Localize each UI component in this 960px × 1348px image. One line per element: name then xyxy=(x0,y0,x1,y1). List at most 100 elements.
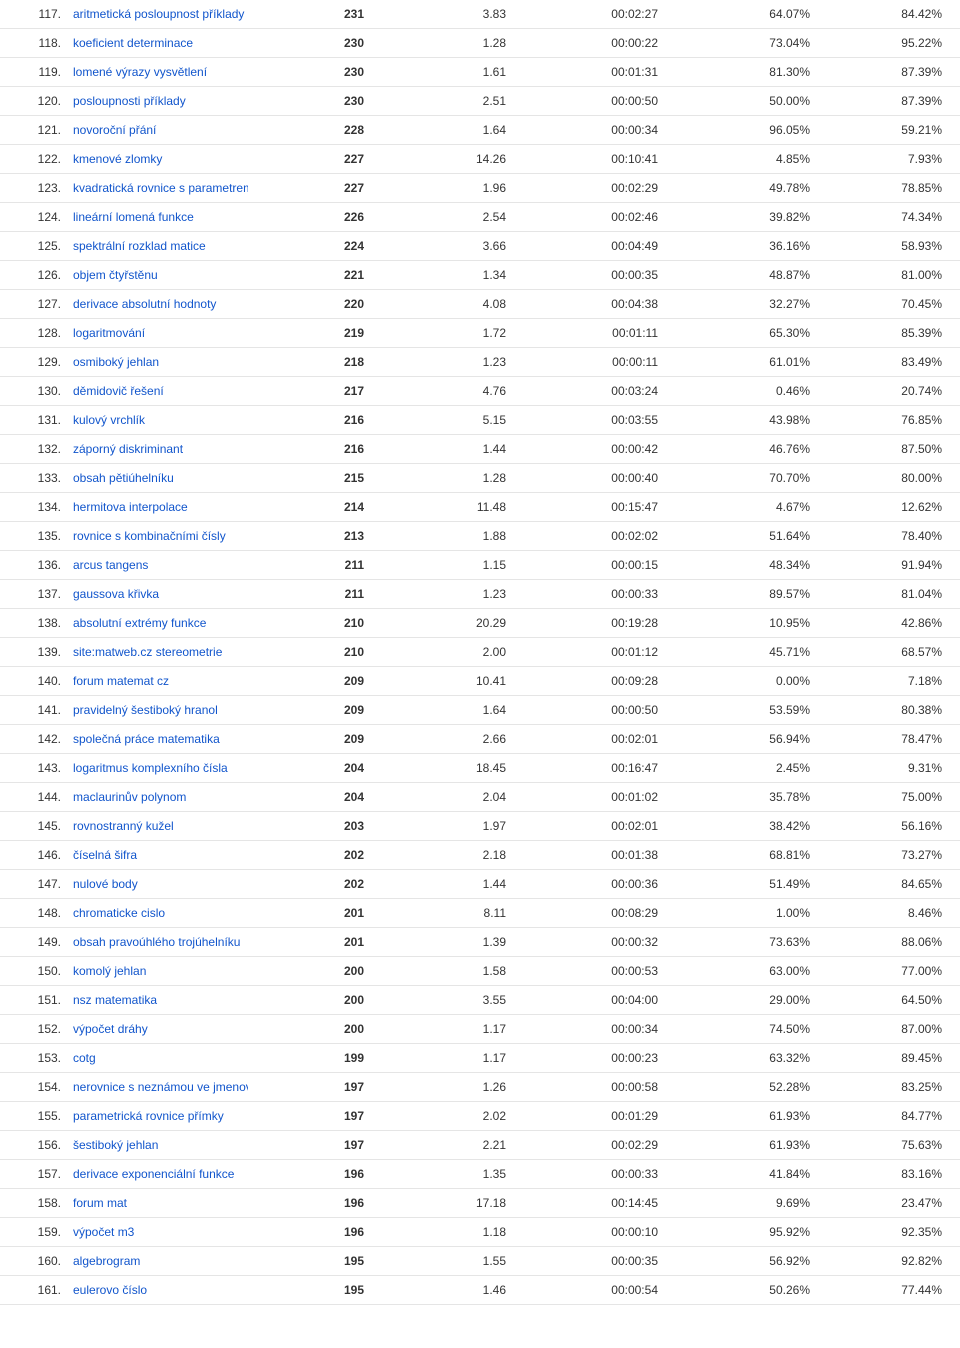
metric-v2: 1.44 xyxy=(370,442,512,456)
keyword-link[interactable]: absolutní extrémy funkce xyxy=(73,616,206,630)
metric-v3: 00:00:36 xyxy=(512,877,664,891)
keyword-link[interactable]: novoroční přání xyxy=(73,123,156,137)
metric-v2: 1.44 xyxy=(370,877,512,891)
metric-v1: 201 xyxy=(248,935,370,949)
metric-v1: 202 xyxy=(248,877,370,891)
metric-v1: 230 xyxy=(248,36,370,50)
table-row: 142.společná práce matematika2092.6600:0… xyxy=(0,725,960,754)
metric-v2: 4.08 xyxy=(370,297,512,311)
metric-v2: 3.66 xyxy=(370,239,512,253)
metric-v2: 1.46 xyxy=(370,1283,512,1297)
metric-v2: 1.39 xyxy=(370,935,512,949)
keyword-link[interactable]: aritmetická posloupnost příklady + řešen… xyxy=(73,7,248,21)
keyword-link[interactable]: výpočet m3 xyxy=(73,1225,134,1239)
keyword-link[interactable]: parametrická rovnice přímky xyxy=(73,1109,224,1123)
keyword-link[interactable]: číselná šifra xyxy=(73,848,137,862)
keyword-cell: forum matemat cz xyxy=(69,674,248,688)
keyword-cell: pravidelný šestiboký hranol xyxy=(69,703,248,717)
keyword-link[interactable]: děmidovič řešení xyxy=(73,384,164,398)
table-row: 158.forum mat19617.1800:14:459.69%23.47% xyxy=(0,1189,960,1218)
metric-v2: 2.66 xyxy=(370,732,512,746)
keyword-link[interactable]: nerovnice s neznámou ve jmenovateli xyxy=(73,1080,248,1094)
keyword-link[interactable]: spektrální rozklad matice xyxy=(73,239,206,253)
keyword-link[interactable]: chromaticke cislo xyxy=(73,906,165,920)
keyword-cell: výpočet dráhy xyxy=(69,1022,248,1036)
keyword-link[interactable]: lomené výrazy vysvětlení xyxy=(73,65,207,79)
metric-v3: 00:00:58 xyxy=(512,1080,664,1094)
rank-cell: 123. xyxy=(0,181,69,195)
rank-cell: 127. xyxy=(0,297,69,311)
keyword-link[interactable]: derivace exponenciální funkce xyxy=(73,1167,234,1181)
metric-v4: 89.57% xyxy=(664,587,816,601)
table-row: 121.novoroční přání2281.6400:00:3496.05%… xyxy=(0,116,960,145)
metric-v5: 85.39% xyxy=(816,326,960,340)
keyword-link[interactable]: šestiboký jehlan xyxy=(73,1138,158,1152)
metric-v5: 56.16% xyxy=(816,819,960,833)
keyword-link[interactable]: posloupnosti příklady xyxy=(73,94,186,108)
metric-v4: 73.04% xyxy=(664,36,816,50)
table-row: 155.parametrická rovnice přímky1972.0200… xyxy=(0,1102,960,1131)
keyword-link[interactable]: maclaurinův polynom xyxy=(73,790,186,804)
keyword-link[interactable]: kmenové zlomky xyxy=(73,152,162,166)
rank-cell: 128. xyxy=(0,326,69,340)
keyword-link[interactable]: komolý jehlan xyxy=(73,964,146,978)
metric-v2: 5.15 xyxy=(370,413,512,427)
keyword-link[interactable]: forum matemat cz xyxy=(73,674,169,688)
metric-v5: 78.40% xyxy=(816,529,960,543)
keyword-link[interactable]: logaritmování xyxy=(73,326,145,340)
metric-v3: 00:04:00 xyxy=(512,993,664,1007)
keyword-cell: gaussova křivka xyxy=(69,587,248,601)
table-row: 117.aritmetická posloupnost příklady + ř… xyxy=(0,0,960,29)
rank-cell: 131. xyxy=(0,413,69,427)
rank-cell: 136. xyxy=(0,558,69,572)
keyword-link[interactable]: arcus tangens xyxy=(73,558,148,572)
keyword-cell: derivace absolutní hodnoty xyxy=(69,297,248,311)
keyword-link[interactable]: kvadratická rovnice s parametrem xyxy=(73,181,248,195)
keyword-link[interactable]: koeficient determinace xyxy=(73,36,193,50)
keyword-link[interactable]: lineární lomená funkce xyxy=(73,210,194,224)
keyword-link[interactable]: nulové body xyxy=(73,877,138,891)
metric-v5: 75.63% xyxy=(816,1138,960,1152)
table-row: 119.lomené výrazy vysvětlení2301.6100:01… xyxy=(0,58,960,87)
keyword-link[interactable]: výpočet dráhy xyxy=(73,1022,148,1036)
metric-v1: 226 xyxy=(248,210,370,224)
metric-v1: 221 xyxy=(248,268,370,282)
keyword-link[interactable]: site:matweb.cz stereometrie xyxy=(73,645,222,659)
keyword-link[interactable]: záporný diskriminant xyxy=(73,442,183,456)
metric-v3: 00:00:50 xyxy=(512,94,664,108)
keyword-link[interactable]: osmiboký jehlan xyxy=(73,355,159,369)
rank-cell: 148. xyxy=(0,906,69,920)
metric-v1: 209 xyxy=(248,732,370,746)
keyword-link[interactable]: eulerovo číslo xyxy=(73,1283,147,1297)
keyword-link[interactable]: gaussova křivka xyxy=(73,587,159,601)
keyword-link[interactable]: logaritmus komplexního čísla xyxy=(73,761,228,775)
metric-v5: 89.45% xyxy=(816,1051,960,1065)
keyword-link[interactable]: forum mat xyxy=(73,1196,127,1210)
table-row: 124.lineární lomená funkce2262.5400:02:4… xyxy=(0,203,960,232)
keyword-cell: kvadratická rovnice s parametrem xyxy=(69,181,248,195)
keyword-link[interactable]: hermitova interpolace xyxy=(73,500,188,514)
keyword-link[interactable]: rovnice s kombinačními čísly xyxy=(73,529,226,543)
rank-cell: 118. xyxy=(0,36,69,50)
table-row: 133.obsah pětiúhelníku2151.2800:00:4070.… xyxy=(0,464,960,493)
metric-v5: 77.00% xyxy=(816,964,960,978)
table-row: 151.nsz matematika2003.5500:04:0029.00%6… xyxy=(0,986,960,1015)
rank-cell: 125. xyxy=(0,239,69,253)
keyword-link[interactable]: derivace absolutní hodnoty xyxy=(73,297,216,311)
metric-v4: 46.76% xyxy=(664,442,816,456)
rank-cell: 135. xyxy=(0,529,69,543)
keyword-link[interactable]: kulový vrchlík xyxy=(73,413,145,427)
keyword-link[interactable]: rovnostranný kužel xyxy=(73,819,174,833)
keyword-link[interactable]: pravidelný šestiboký hranol xyxy=(73,703,218,717)
rank-cell: 133. xyxy=(0,471,69,485)
table-row: 135.rovnice s kombinačními čísly2131.880… xyxy=(0,522,960,551)
metric-v5: 84.65% xyxy=(816,877,960,891)
keyword-link[interactable]: společná práce matematika xyxy=(73,732,220,746)
metric-v5: 78.47% xyxy=(816,732,960,746)
keyword-link[interactable]: cotg xyxy=(73,1051,96,1065)
keyword-link[interactable]: nsz matematika xyxy=(73,993,157,1007)
keyword-link[interactable]: algebrogram xyxy=(73,1254,140,1268)
keyword-link[interactable]: obsah pravoúhlého trojúhelníku xyxy=(73,935,240,949)
keyword-link[interactable]: objem čtyřstěnu xyxy=(73,268,158,282)
keyword-link[interactable]: obsah pětiúhelníku xyxy=(73,471,174,485)
